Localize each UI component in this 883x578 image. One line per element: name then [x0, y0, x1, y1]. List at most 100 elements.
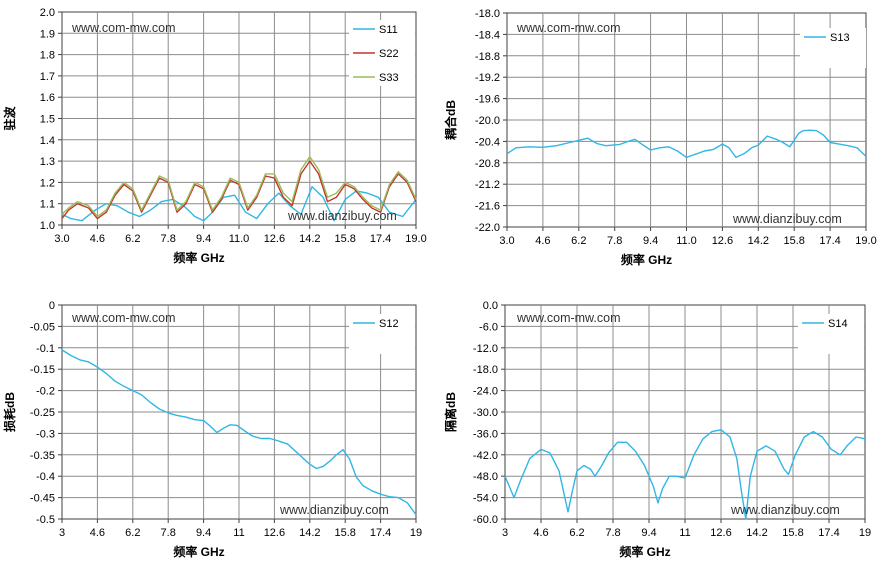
isolation-xtick-label: 11 [679, 527, 690, 539]
isolation-legend-label-s14: S14 [828, 318, 848, 330]
vswr-ytick-label: 1.8 [40, 50, 55, 62]
chart-vswr-svg: 3.0 4.6 6.2 7.8 9.4 11.0 12.6 14.2 15.8 17.4 19.0 2… [2, 7, 427, 265]
coupling-ytick-label: -21.2 [475, 179, 500, 191]
vswr-watermark-bottom: www.dianzibuy.com [287, 209, 397, 223]
vswr-xtick-label: 12.6 [264, 233, 285, 245]
chart-coupling: 3.0 4.6 6.2 7.8 9.4 11.0 12.6 14.2 15.8 17.4 19.0 -… [441, 0, 883, 291]
isolation-xtick-label: 17.4 [818, 527, 839, 539]
coupling-ytick-label: -19.2 [475, 72, 500, 84]
loss-xtick-label: 9.4 [196, 527, 211, 539]
vswr-xtick-label: 14.2 [299, 233, 320, 245]
loss-ytick-label: -0.5 [36, 514, 55, 526]
vswr-xtick-label: 17.4 [370, 233, 391, 245]
coupling-ytick-label: -20.0 [475, 115, 500, 127]
coupling-ytick-label: -18.8 [475, 51, 500, 63]
vswr-legend-label-s22: S22 [379, 48, 399, 60]
vswr-xtick-label: 9.4 [196, 233, 211, 245]
isolation-xtick-label: 15.8 [782, 527, 803, 539]
vswr-xtick-label: 19.0 [405, 233, 426, 245]
isolation-x-axis-label: 频率 GHz [619, 544, 670, 559]
vswr-ytick-label: 1.7 [40, 71, 55, 83]
chart-coupling-svg: 3.0 4.6 6.2 7.8 9.4 11.0 12.6 14.2 15.8 17.4 19.0 -… [443, 8, 877, 267]
chart-isolation: 3 4.6 6.2 7.8 9.4 11 12.6 14.2 15.8 17.4 19 0.0 -6.0… [441, 286, 883, 578]
vswr-ytick-label: 1.2 [40, 177, 55, 189]
coupling-xtick-label: 4.6 [535, 235, 550, 247]
vswr-ytick-label: 1.5 [40, 114, 55, 126]
coupling-watermark-top: www.com-mw.com [516, 21, 620, 35]
isolation-legend [798, 314, 864, 354]
loss-x-axis-label: 频率 GHz [173, 544, 224, 559]
coupling-xtick-label: 17.4 [819, 235, 840, 247]
loss-ytick-label: -0.15 [30, 364, 55, 376]
isolation-xtick-label: 14.2 [746, 527, 767, 539]
loss-xtick-label: 4.6 [90, 527, 105, 539]
vswr-xtick-label: 4.6 [90, 233, 105, 245]
vswr-xtick-label: 11.0 [229, 233, 250, 245]
coupling-ytick-label: -20.4 [475, 136, 500, 148]
chart-loss-svg: 3 4.6 6.2 7.8 9.4 11 12.6 14.2 15.8 17.4 19 0 -0.05 -… [2, 300, 422, 559]
vswr-ytick-label: 1.1 [40, 199, 55, 211]
loss-ytick-label: -0.25 [30, 407, 55, 419]
vswr-legend-label-s11: S11 [379, 24, 398, 36]
loss-xtick-label: 19 [410, 527, 422, 539]
coupling-xtick-label: 7.8 [607, 235, 622, 247]
vswr-ytick-label: 1.6 [40, 92, 55, 104]
loss-xtick-label: 17.4 [370, 527, 391, 539]
coupling-xtick-label: 19.0 [855, 235, 876, 247]
isolation-xtick-label: 9.4 [641, 527, 656, 539]
coupling-ytick-label: -20.8 [475, 158, 500, 170]
isolation-ytick-label: -48.0 [473, 471, 498, 483]
coupling-ytick-label: -18.4 [475, 29, 500, 41]
vswr-y-axis-label: 驻波 [2, 106, 17, 131]
isolation-xtick-label: 3 [502, 527, 508, 539]
vswr-ytick-label: 1.4 [40, 135, 55, 147]
loss-ytick-label: -0.05 [30, 321, 55, 333]
vswr-xtick-label: 6.2 [125, 233, 140, 245]
vswr-ytick-label: 1.0 [40, 220, 55, 232]
loss-legend-label-s12: S12 [379, 318, 399, 330]
coupling-xtick-label: 11.0 [676, 235, 697, 247]
coupling-watermark-bottom: www.dianzibuy.com [732, 212, 842, 226]
isolation-ytick-label: -42.0 [473, 450, 498, 462]
isolation-xtick-label: 4.6 [533, 527, 548, 539]
loss-legend [349, 314, 415, 354]
vswr-xtick-label: 3.0 [54, 233, 69, 245]
loss-y-axis-label: 损耗dB [2, 392, 17, 432]
coupling-xtick-label: 6.2 [571, 235, 586, 247]
isolation-ytick-label: -36.0 [473, 428, 498, 440]
isolation-ytick-label: -24.0 [473, 386, 498, 398]
isolation-xtick-label: 12.6 [710, 527, 731, 539]
isolation-ytick-label: -60.0 [473, 514, 498, 526]
loss-ytick-label: 0 [49, 300, 55, 312]
loss-xtick-label: 12.6 [264, 527, 285, 539]
loss-ytick-label: -0.45 [30, 493, 55, 505]
coupling-x-axis-label: 频率 GHz [621, 252, 672, 267]
loss-watermark-bottom: www.dianzibuy.com [279, 503, 389, 517]
isolation-y-axis-label: 隔离dB [443, 392, 458, 432]
coupling-xtick-label: 14.2 [748, 235, 769, 247]
vswr-series-s11 [61, 185, 417, 222]
vswr-x-axis-label: 频率 GHz [173, 250, 224, 265]
chart-loss: 3 4.6 6.2 7.8 9.4 11 12.6 14.2 15.8 17.4 19 0 -0.05 -… [0, 286, 441, 578]
chart-vswr: 3.0 4.6 6.2 7.8 9.4 11.0 12.6 14.2 15.8 17.4 19.0 2… [0, 0, 441, 291]
coupling-xtick-label: 9.4 [643, 235, 658, 247]
coupling-xtick-label: 3.0 [499, 235, 514, 247]
isolation-ytick-label: -6.0 [479, 321, 498, 333]
loss-ytick-label: -0.4 [36, 471, 55, 483]
vswr-series-s33 [61, 156, 417, 218]
isolation-xtick-label: 6.2 [569, 527, 584, 539]
isolation-ytick-label: -30.0 [473, 407, 498, 419]
vswr-ytick-label: 2.0 [40, 7, 55, 19]
vswr-ytick-label: 1.3 [40, 156, 55, 168]
coupling-series-s13 [506, 129, 867, 159]
loss-xtick-label: 14.2 [299, 527, 320, 539]
loss-ytick-label: -0.3 [36, 428, 55, 440]
isolation-ytick-label: -54.0 [473, 493, 498, 505]
coupling-ytick-label: -22.0 [475, 222, 500, 234]
coupling-legend [800, 28, 866, 68]
isolation-ytick-label: 0.0 [483, 300, 498, 312]
loss-xtick-label: 11 [233, 527, 244, 539]
coupling-xtick-label: 15.8 [783, 235, 804, 247]
loss-xtick-label: 15.8 [334, 527, 355, 539]
chart-isolation-svg: 3 4.6 6.2 7.8 9.4 11 12.6 14.2 15.8 17.4 19 0.0 -6.0… [443, 300, 871, 559]
